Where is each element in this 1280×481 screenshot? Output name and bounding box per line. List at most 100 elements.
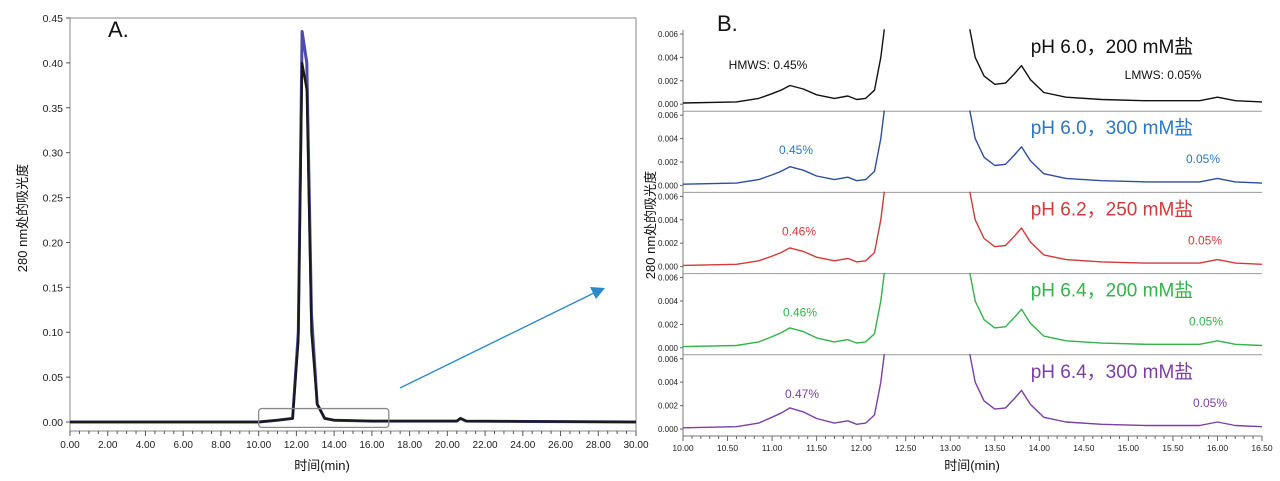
x-tick-label: 10.00 <box>246 440 271 451</box>
series-line-overlay-black <box>70 61 637 424</box>
sub-panel: 0.000 0.002 0.004 0.006 pH 6.4，200 mM盐 0.46% 0… <box>658 272 1263 355</box>
x-tick-label: 14.00 <box>322 440 347 451</box>
y-tick-label: 0.006 <box>658 274 679 283</box>
x-tick-label: 10.50 <box>717 443 739 453</box>
hmws-label: HMWS: 0.45% <box>729 58 808 72</box>
hmws-label: 0.46% <box>782 224 816 238</box>
x-tick-label: 22.00 <box>473 440 498 451</box>
panel-b-stack: 0.000 0.002 0.004 0.006 pH 6.0，200 mM盐 HMWS: … <box>658 29 1263 436</box>
trace-pre-main-peak <box>682 29 885 104</box>
trace-pre-main-peak <box>682 272 885 348</box>
y-tick-label: 0.002 <box>658 77 679 86</box>
y-tick-label: 0.000 <box>658 344 679 353</box>
condition-label: pH 6.0，300 mM盐 <box>1031 117 1194 139</box>
hmws-label: 0.46% <box>783 306 817 320</box>
y-tick-label: 0.006 <box>658 192 679 201</box>
panel-a-y-axis: 0.00 0.05 0.10 0.15 0.20 0.25 0.30 0.35 0.40 0.45 <box>43 13 70 429</box>
y-tick-label: 0.006 <box>658 30 679 39</box>
lmws-label: 0.05% <box>1186 152 1220 166</box>
y-tick-label: 0.30 <box>43 148 64 160</box>
zoom-arrow <box>399 287 605 389</box>
x-tick-label: 16.00 <box>1207 443 1229 453</box>
y-tick-label: 0.10 <box>43 327 64 339</box>
y-tick-label: 0.004 <box>658 135 679 144</box>
x-tick-label: 15.50 <box>1162 443 1184 453</box>
trace-pre-main-peak <box>682 354 885 429</box>
y-tick-label: 0.002 <box>658 239 679 248</box>
trace-post-main-peak <box>969 272 1263 347</box>
panel-b: B. 0.000 0.002 0.004 0.006 pH 6.0，200 mM盐 HMW… <box>643 11 1273 473</box>
y-tick-label: 0.004 <box>658 378 679 387</box>
sub-panel: 0.000 0.002 0.004 0.006 pH 6.4，300 mM盐 0.47% 0… <box>658 353 1263 436</box>
trace-pre-main-peak <box>682 191 885 267</box>
panel-a-y-label: 280 nm处的吸光度 <box>15 164 30 272</box>
condition-label: pH 6.4，200 mM盐 <box>1031 280 1194 302</box>
panel-b-y-label: 280 nm处的吸光度 <box>643 171 658 279</box>
sub-panel: 0.000 0.002 0.004 0.006 pH 6.0，200 mM盐 HMWS: … <box>658 29 1263 112</box>
y-tick-label: 0.15 <box>43 282 64 294</box>
y-tick-label: 0.002 <box>658 158 679 167</box>
panel-a-label: A. <box>108 17 129 42</box>
sub-panel: 0.000 0.002 0.004 0.006 pH 6.2，250 mM盐 0.46% 0… <box>658 191 1263 274</box>
y-tick-label: 0.000 <box>658 181 679 190</box>
y-tick-label: 0.000 <box>658 100 679 109</box>
x-tick-label: 0.00 <box>60 440 80 451</box>
y-tick-label: 0.20 <box>43 237 64 249</box>
panel-a-plot-area <box>69 17 637 432</box>
y-tick-label: 0.45 <box>43 13 64 25</box>
panel-a-series <box>70 30 637 424</box>
panel-a-x-axis: 0.00 2.00 4.00 6.00 8.00 10.00 12.00 14.00 16.00… <box>60 431 649 451</box>
y-tick-label: 0.40 <box>43 58 64 70</box>
lmws-label: 0.05% <box>1188 233 1222 247</box>
x-tick-label: 14.50 <box>1073 443 1095 453</box>
y-tick-label: 0.004 <box>658 53 679 62</box>
x-tick-label: 10.00 <box>672 443 694 453</box>
panel-a-x-label: 时间(min) <box>294 458 350 473</box>
trace-pre-main-peak <box>682 110 885 185</box>
y-tick-label: 0.35 <box>43 103 64 115</box>
trace-post-main-peak <box>969 353 1263 428</box>
trace-post-main-peak <box>969 191 1263 265</box>
x-tick-label: 26.00 <box>548 440 573 451</box>
panel-b-x-label: 时间(min) <box>944 458 1000 473</box>
x-tick-label: 6.00 <box>173 440 193 451</box>
condition-label: pH 6.0，200 mM盐 <box>1031 36 1194 58</box>
hmws-label: 0.45% <box>779 143 813 157</box>
x-tick-label: 14.00 <box>1029 443 1051 453</box>
sub-panel: 0.000 0.002 0.004 0.006 pH 6.0，300 mM盐 0.45% 0… <box>658 110 1263 193</box>
series-line-overlay-blue <box>70 30 637 424</box>
x-tick-label: 12.00 <box>284 440 309 451</box>
y-tick-label: 0.25 <box>43 193 64 205</box>
x-tick-label: 24.00 <box>510 440 535 451</box>
lmws-label: LMWS: 0.05% <box>1125 68 1202 82</box>
x-tick-label: 18.00 <box>397 440 422 451</box>
panel-b-label: B. <box>717 11 738 36</box>
x-tick-label: 30.00 <box>623 440 648 451</box>
x-tick-label: 15.00 <box>1118 443 1140 453</box>
y-tick-label: 0.000 <box>658 263 679 272</box>
x-tick-label: 11.50 <box>806 443 827 453</box>
y-tick-label: 0.006 <box>658 355 679 364</box>
panel-a: A. 0.000.050.100.150.200.250.300.350.400… <box>15 13 649 473</box>
condition-label: pH 6.4，300 mM盐 <box>1031 361 1194 383</box>
zoom-arrow-line <box>399 292 595 389</box>
x-tick-label: 2.00 <box>98 440 118 451</box>
y-tick-label: 0.004 <box>658 297 679 306</box>
condition-label: pH 6.2，250 mM盐 <box>1031 198 1194 220</box>
x-tick-label: 8.00 <box>211 440 231 451</box>
panel-b-x-axis: 10.00 10.50 11.00 11.50 12.00 12.50 13.00 13.50… <box>672 435 1273 453</box>
x-tick-label: 28.00 <box>586 440 611 451</box>
x-tick-label: 11.00 <box>762 443 783 453</box>
x-tick-label: 16.00 <box>359 440 384 451</box>
lmws-label: 0.05% <box>1193 396 1227 410</box>
x-tick-label: 16.50 <box>1251 443 1273 453</box>
y-tick-label: 0.00 <box>43 417 64 429</box>
y-tick-label: 0.004 <box>658 216 679 225</box>
trace-post-main-peak <box>969 110 1263 184</box>
hmws-label: 0.47% <box>785 387 819 401</box>
x-tick-label: 12.00 <box>851 443 873 453</box>
trace-post-main-peak <box>969 29 1263 103</box>
zoom-arrow-head <box>590 287 605 299</box>
y-tick-label: 0.05 <box>43 372 64 384</box>
y-tick-label: 0.002 <box>658 320 679 329</box>
